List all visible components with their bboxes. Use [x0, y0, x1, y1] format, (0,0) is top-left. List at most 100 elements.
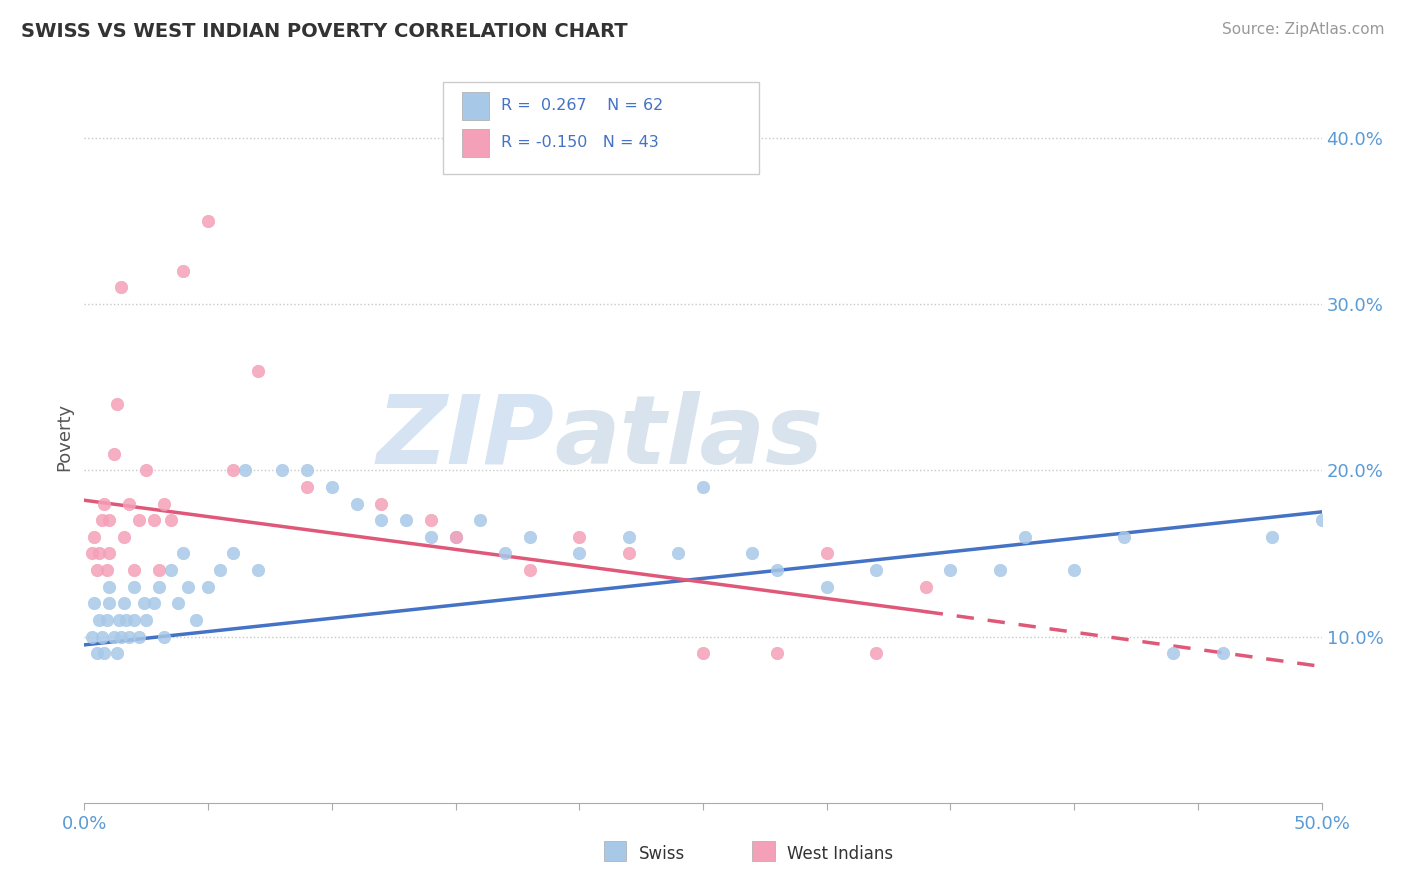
Point [395, 513, 418, 527]
Point [90, 513, 112, 527]
Point [617, 530, 640, 544]
Point [142, 513, 165, 527]
Point [108, 613, 131, 627]
Text: atlas: atlas [554, 391, 824, 483]
Point [370, 497, 392, 511]
Point [1112, 530, 1135, 544]
Point [271, 463, 294, 477]
Point [988, 563, 1011, 577]
Point [209, 563, 232, 577]
Y-axis label: Poverty: Poverty [55, 403, 73, 471]
Point [246, 563, 269, 577]
Point [419, 530, 441, 544]
Point [118, 630, 141, 644]
Text: SWISS VS WEST INDIAN POVERTY CORRELATION CHART: SWISS VS WEST INDIAN POVERTY CORRELATION… [21, 22, 627, 41]
Point [222, 546, 245, 560]
Point [132, 596, 155, 610]
Point [110, 630, 132, 644]
Point [519, 563, 541, 577]
Point [1014, 530, 1036, 544]
Point [1261, 530, 1284, 544]
Point [103, 630, 125, 644]
Point [112, 530, 135, 544]
Text: Source: ZipAtlas.com: Source: ZipAtlas.com [1222, 22, 1385, 37]
Point [444, 530, 467, 544]
Point [815, 580, 838, 594]
Point [494, 546, 516, 560]
Point [112, 596, 135, 610]
Point [865, 563, 887, 577]
Point [148, 563, 170, 577]
Point [98, 546, 121, 560]
Point [939, 563, 962, 577]
Point [692, 480, 714, 494]
Point [86, 646, 108, 660]
Point [1310, 513, 1333, 527]
Point [666, 546, 689, 560]
Point [80, 546, 103, 560]
Point [568, 530, 591, 544]
Text: R = -0.150   N = 43: R = -0.150 N = 43 [502, 136, 659, 150]
Point [160, 563, 183, 577]
Point [167, 596, 190, 610]
Point [96, 613, 118, 627]
Point [135, 463, 157, 477]
Point [103, 447, 125, 461]
Point [246, 363, 269, 377]
Point [222, 463, 245, 477]
Point [128, 630, 150, 644]
FancyBboxPatch shape [605, 841, 626, 862]
Point [105, 397, 128, 411]
FancyBboxPatch shape [461, 128, 489, 157]
Point [321, 480, 343, 494]
Point [1063, 563, 1085, 577]
Point [83, 530, 105, 544]
Point [160, 513, 183, 527]
Point [197, 214, 219, 228]
Point [152, 630, 174, 644]
Point [419, 513, 441, 527]
Point [815, 546, 838, 560]
Point [122, 613, 145, 627]
Point [115, 613, 138, 627]
Point [617, 546, 640, 560]
Point [741, 546, 763, 560]
FancyBboxPatch shape [443, 82, 759, 174]
Point [177, 580, 200, 594]
Point [142, 596, 165, 610]
Point [295, 463, 318, 477]
Point [766, 646, 789, 660]
Point [128, 513, 150, 527]
Point [519, 530, 541, 544]
Point [172, 546, 194, 560]
Text: ZIP: ZIP [377, 391, 554, 483]
Point [80, 630, 103, 644]
Point [98, 596, 121, 610]
Point [197, 580, 219, 594]
Point [766, 563, 789, 577]
Point [568, 546, 591, 560]
Point [148, 580, 170, 594]
Point [89, 613, 111, 627]
Point [1212, 646, 1234, 660]
Point [98, 580, 121, 594]
Point [295, 480, 318, 494]
Point [233, 463, 256, 477]
Point [692, 646, 714, 660]
Point [370, 513, 392, 527]
Point [86, 563, 108, 577]
Point [135, 613, 157, 627]
Point [90, 630, 112, 644]
FancyBboxPatch shape [461, 92, 489, 120]
Point [96, 563, 118, 577]
Point [110, 280, 132, 294]
Point [122, 563, 145, 577]
Point [93, 646, 115, 660]
Point [184, 613, 207, 627]
Point [93, 497, 115, 511]
Text: R =  0.267    N = 62: R = 0.267 N = 62 [502, 98, 664, 113]
Point [914, 580, 936, 594]
Point [83, 596, 105, 610]
Point [470, 513, 492, 527]
Point [89, 546, 111, 560]
